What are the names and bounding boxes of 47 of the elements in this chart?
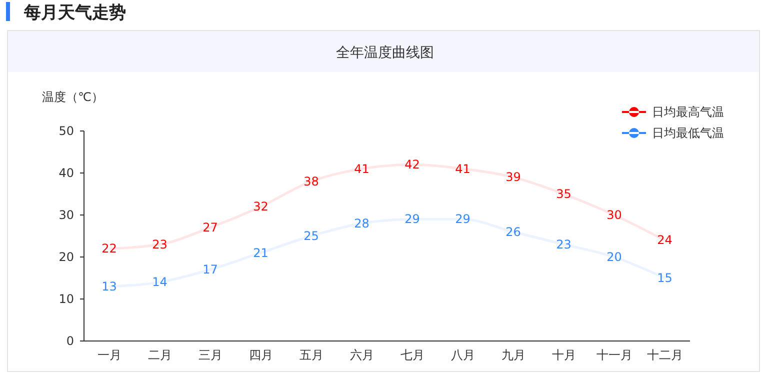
x-tick-label: 七月 — [400, 348, 424, 362]
data-label: 27 — [202, 220, 218, 235]
y-tick-label: 40 — [58, 166, 74, 180]
data-label: 14 — [152, 275, 168, 290]
data-label: 30 — [606, 208, 622, 222]
data-label: 13 — [102, 279, 117, 294]
x-tick-label: 八月 — [450, 348, 475, 362]
data-label: 22 — [102, 242, 117, 256]
data-label: 15 — [657, 271, 672, 285]
data-label: 39 — [506, 170, 521, 184]
y-tick-label: 10 — [58, 292, 74, 306]
data-label: 23 — [152, 237, 168, 252]
data-label: 41 — [354, 162, 370, 176]
data-label: 24 — [657, 233, 672, 248]
data-label: 35 — [556, 187, 572, 201]
data-label: 28 — [354, 216, 370, 230]
data-label: 29 — [455, 212, 470, 226]
x-tick-label: 十二月 — [646, 348, 683, 362]
y-tick-label: 20 — [58, 250, 74, 264]
data-label: 26 — [506, 224, 521, 239]
y-axis-title: 温度（℃） — [42, 90, 104, 104]
x-tick-label: 六月 — [350, 348, 374, 362]
x-tick-label: 十月 — [552, 348, 576, 362]
chart-title: 每月天气走势 — [23, 3, 126, 23]
data-label: 41 — [455, 162, 470, 176]
y-tick-label: 0 — [66, 334, 74, 348]
x-tick-label: 二月 — [148, 348, 172, 362]
chart-subtitle: 全年温度曲线图 — [336, 45, 434, 61]
x-tick-label: 一月 — [97, 348, 122, 362]
y-tick-label: 50 — [58, 124, 74, 138]
x-tick-label: 三月 — [198, 348, 222, 362]
legend-label: 日均最高气温 — [652, 105, 724, 119]
data-label: 21 — [253, 246, 268, 260]
data-label: 20 — [606, 250, 622, 264]
data-label: 38 — [304, 174, 319, 188]
data-label: 17 — [202, 262, 218, 277]
data-label: 42 — [404, 158, 420, 172]
data-label: 25 — [304, 229, 319, 243]
x-tick-label: 九月 — [501, 348, 526, 362]
data-label: 23 — [556, 237, 572, 252]
data-label: 29 — [404, 212, 420, 226]
x-tick-label: 五月 — [299, 348, 324, 362]
x-tick-label: 十一月 — [596, 348, 632, 362]
data-label: 32 — [253, 200, 268, 214]
x-tick-label: 四月 — [248, 348, 273, 362]
y-tick-label: 30 — [58, 208, 74, 222]
legend-label: 日均最低气温 — [652, 126, 724, 140]
